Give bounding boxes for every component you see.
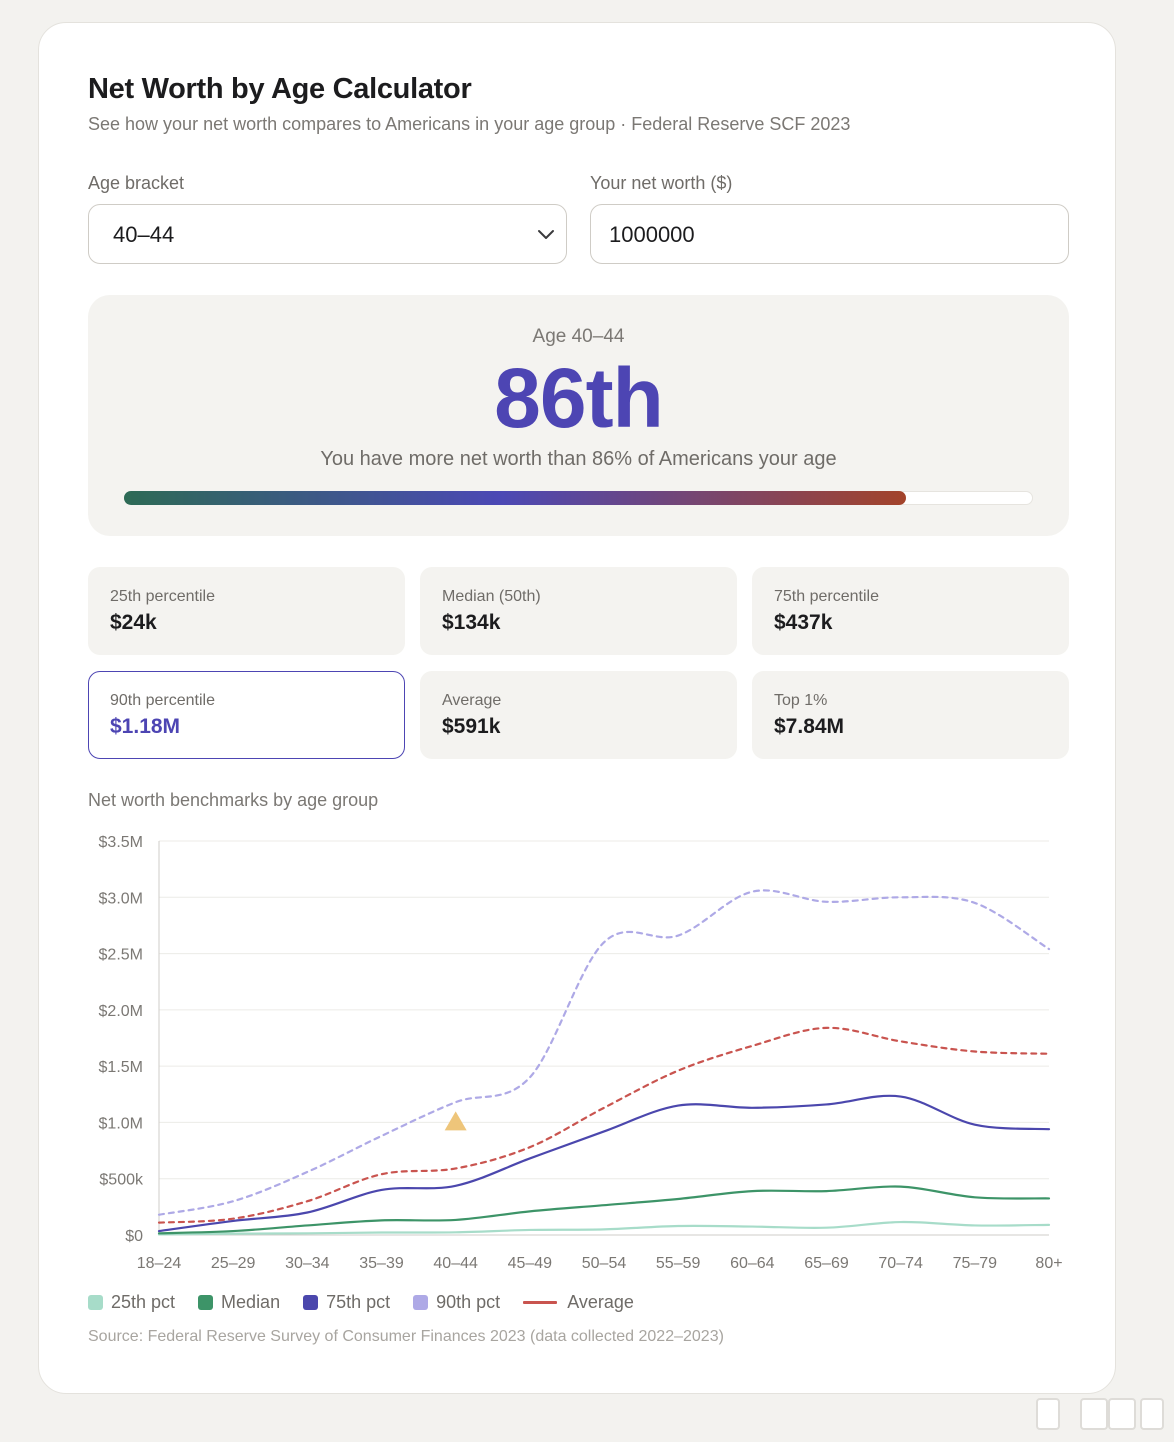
benchmarks-line-chart: $0 $500k $1.0M $1.5M $2.0M $2.5M $3.0M $3.5M 18–… [99,834,1063,1272]
x-tick-label: 80+ [1035,1255,1062,1272]
stat-value: $437k [774,611,833,634]
age-bracket-select[interactable]: 40–44 [88,204,567,264]
x-tick-label: 55–59 [656,1255,701,1272]
chart-legend: 25th pct Median 75th pct 90th pct Average [88,1291,657,1313]
legend-item: Average [523,1292,634,1313]
window-control [1108,1398,1136,1430]
stat-card-median: Median (50th) $134k [420,567,737,655]
x-tick-label: 50–54 [582,1255,627,1272]
series-line-25th-pct [157,1220,1051,1236]
series-line-75th-pct [157,1094,1051,1233]
x-tick-label: 45–49 [508,1255,553,1272]
series-line-average [157,1026,1051,1224]
result-percentile: 86th [494,351,664,445]
legend-item: 25th pct [88,1292,175,1313]
stat-card-top1: Top 1% $7.84M [752,671,1069,759]
legend-label: 75th pct [326,1291,391,1312]
legend-label: 25th pct [111,1291,176,1312]
page-subtitle: See how your net worth compares to Ameri… [88,114,851,134]
y-tick-label: $3.0M [99,890,143,907]
stat-label: 90th percentile [110,692,215,709]
legend-label: Average [567,1291,634,1312]
stat-label: 25th percentile [110,588,215,605]
chevron-down-icon [538,230,554,239]
chart-title: Net worth benchmarks by age group [88,790,379,810]
stat-label: Median (50th) [442,588,541,605]
age-bracket-label: Age bracket [88,173,185,193]
y-tick-label: $3.5M [99,834,143,851]
stat-card-p25: 25th percentile $24k [88,567,405,655]
stat-label: Top 1% [774,692,828,709]
stat-value: $7.84M [774,715,845,738]
result-panel: Age 40–44 86th You have more net worth t… [88,295,1069,536]
stat-card-average: Average $591k [420,671,737,759]
stat-value: $134k [442,611,501,634]
networth-label: Your net worth ($) [590,173,733,193]
window-control [1036,1398,1060,1430]
stat-value: $24k [110,611,157,634]
y-tick-label: $500k [99,1172,144,1189]
window-control [1140,1398,1164,1430]
page-title: Net Worth by Age Calculator [88,73,472,105]
legend-swatch [88,1294,103,1310]
legend-swatch [413,1294,429,1310]
y-tick-label: $2.5M [99,947,143,964]
percentile-progress-fill [124,491,906,505]
x-tick-label: 35–39 [359,1255,404,1272]
stat-label: Average [442,692,502,709]
x-tick-label: 75–79 [953,1255,998,1272]
x-tick-label: 25–29 [211,1255,256,1272]
legend-label: 90th pct [436,1291,501,1312]
window-control [1080,1398,1108,1430]
series-line-90th-pct [157,889,1051,1216]
stat-value: $591k [442,715,501,738]
legend-item: 90th pct [413,1292,500,1313]
source-note: Source: Federal Reserve Survey of Consum… [88,1328,724,1345]
age-bracket-value: 40–44 [113,222,175,247]
result-age: Age 40–44 [532,326,625,347]
networth-input[interactable]: 1000000 [590,204,1069,264]
user-position-marker [444,1111,467,1131]
y-tick-label: $0 [125,1228,143,1245]
series-line-median [157,1185,1051,1235]
x-tick-label: 65–69 [804,1255,849,1272]
x-tick-label: 60–64 [730,1255,775,1272]
stat-value: $1.18M [110,715,181,738]
y-tick-label: $2.0M [99,1003,143,1020]
x-tick-label: 70–74 [878,1255,923,1272]
result-description: You have more net worth than 86% of Amer… [320,448,837,470]
networth-input-value: 1000000 [609,222,695,247]
stat-label: 75th percentile [774,588,879,605]
legend-swatch [523,1300,558,1304]
legend-label: Median [221,1291,281,1312]
y-tick-label: $1.5M [99,1059,143,1076]
stat-card-p75: 75th percentile $437k [752,567,1069,655]
calculator-card: Net Worth by Age Calculator See how your… [38,22,1116,1394]
x-tick-label: 30–34 [285,1255,330,1272]
legend-item: 75th pct [303,1292,390,1313]
legend-swatch [198,1294,214,1310]
legend-item: Median [198,1292,280,1313]
stat-card-p90-highlighted: 90th percentile $1.18M [88,671,405,759]
y-tick-label: $1.0M [99,1115,143,1132]
x-tick-label: 40–44 [433,1255,478,1272]
legend-swatch [303,1294,319,1310]
x-tick-label: 18–24 [137,1255,182,1272]
